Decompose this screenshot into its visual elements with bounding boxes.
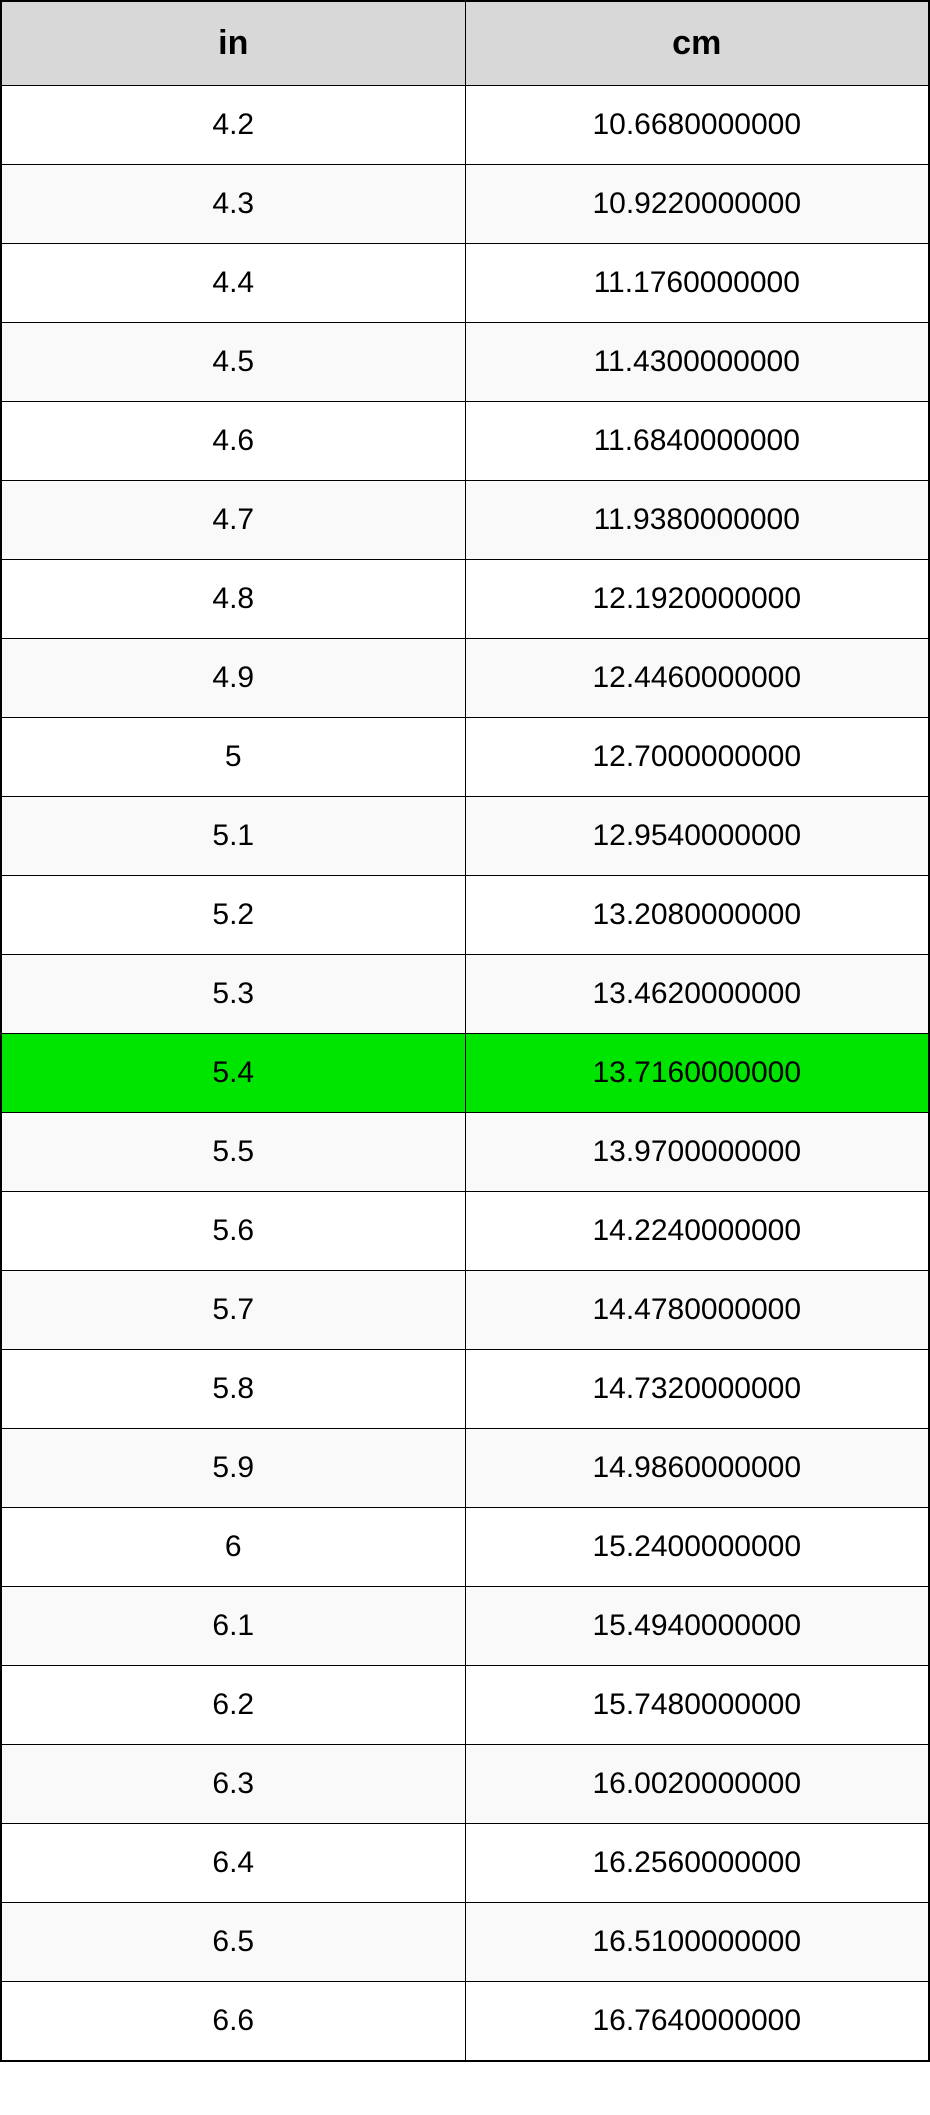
cell-in: 4.4 xyxy=(1,244,465,323)
table-row: 5.112.9540000000 xyxy=(1,797,929,876)
cell-in: 5.9 xyxy=(1,1429,465,1508)
cell-cm: 12.1920000000 xyxy=(465,560,929,639)
cell-cm: 12.4460000000 xyxy=(465,639,929,718)
table-row: 4.511.4300000000 xyxy=(1,323,929,402)
table-row: 5.814.7320000000 xyxy=(1,1350,929,1429)
cell-cm: 14.2240000000 xyxy=(465,1192,929,1271)
cell-cm: 15.2400000000 xyxy=(465,1508,929,1587)
cell-cm: 11.9380000000 xyxy=(465,481,929,560)
cell-in: 5.4 xyxy=(1,1034,465,1113)
cell-cm: 11.1760000000 xyxy=(465,244,929,323)
cell-cm: 11.6840000000 xyxy=(465,402,929,481)
cell-in: 5.6 xyxy=(1,1192,465,1271)
cell-cm: 15.7480000000 xyxy=(465,1666,929,1745)
table-row: 6.316.0020000000 xyxy=(1,1745,929,1824)
table-row: 6.416.2560000000 xyxy=(1,1824,929,1903)
cell-cm: 16.7640000000 xyxy=(465,1982,929,2062)
table-row: 5.614.2240000000 xyxy=(1,1192,929,1271)
cell-in: 5.2 xyxy=(1,876,465,955)
cell-cm: 13.7160000000 xyxy=(465,1034,929,1113)
cell-in: 6.4 xyxy=(1,1824,465,1903)
cell-in: 5.3 xyxy=(1,955,465,1034)
table-row: 6.616.7640000000 xyxy=(1,1982,929,2062)
cell-cm: 11.4300000000 xyxy=(465,323,929,402)
table-row: 5.313.4620000000 xyxy=(1,955,929,1034)
table-row: 4.611.6840000000 xyxy=(1,402,929,481)
table-row: 4.812.1920000000 xyxy=(1,560,929,639)
cell-in: 4.3 xyxy=(1,165,465,244)
cell-in: 6.3 xyxy=(1,1745,465,1824)
column-header-in: in xyxy=(1,1,465,86)
cell-cm: 13.4620000000 xyxy=(465,955,929,1034)
cell-in: 4.8 xyxy=(1,560,465,639)
cell-in: 6.6 xyxy=(1,1982,465,2062)
table-row: 4.912.4460000000 xyxy=(1,639,929,718)
table-row: 5.513.9700000000 xyxy=(1,1113,929,1192)
table-row: 5.413.7160000000 xyxy=(1,1034,929,1113)
cell-cm: 13.2080000000 xyxy=(465,876,929,955)
table-row: 615.2400000000 xyxy=(1,1508,929,1587)
table-row: 5.714.4780000000 xyxy=(1,1271,929,1350)
table-row: 4.210.6680000000 xyxy=(1,86,929,165)
cell-cm: 16.2560000000 xyxy=(465,1824,929,1903)
cell-cm: 16.5100000000 xyxy=(465,1903,929,1982)
table-row: 6.115.4940000000 xyxy=(1,1587,929,1666)
table-header-row: in cm xyxy=(1,1,929,86)
cell-in: 5.7 xyxy=(1,1271,465,1350)
cell-in: 6.2 xyxy=(1,1666,465,1745)
cell-cm: 14.4780000000 xyxy=(465,1271,929,1350)
cell-in: 5 xyxy=(1,718,465,797)
cell-cm: 15.4940000000 xyxy=(465,1587,929,1666)
column-header-cm: cm xyxy=(465,1,929,86)
cell-in: 5.1 xyxy=(1,797,465,876)
cell-in: 5.5 xyxy=(1,1113,465,1192)
cell-in: 5.8 xyxy=(1,1350,465,1429)
cell-in: 4.5 xyxy=(1,323,465,402)
cell-in: 6.5 xyxy=(1,1903,465,1982)
cell-in: 4.2 xyxy=(1,86,465,165)
cell-in: 4.9 xyxy=(1,639,465,718)
cell-cm: 12.9540000000 xyxy=(465,797,929,876)
table-row: 6.215.7480000000 xyxy=(1,1666,929,1745)
table-row: 4.711.9380000000 xyxy=(1,481,929,560)
cell-cm: 16.0020000000 xyxy=(465,1745,929,1824)
cell-in: 4.7 xyxy=(1,481,465,560)
table-row: 5.914.9860000000 xyxy=(1,1429,929,1508)
cell-in: 6.1 xyxy=(1,1587,465,1666)
cell-in: 6 xyxy=(1,1508,465,1587)
table-row: 4.310.9220000000 xyxy=(1,165,929,244)
cell-cm: 12.7000000000 xyxy=(465,718,929,797)
table-row: 512.7000000000 xyxy=(1,718,929,797)
cell-in: 4.6 xyxy=(1,402,465,481)
cell-cm: 13.9700000000 xyxy=(465,1113,929,1192)
cell-cm: 10.6680000000 xyxy=(465,86,929,165)
table-row: 4.411.1760000000 xyxy=(1,244,929,323)
cell-cm: 10.9220000000 xyxy=(465,165,929,244)
table-row: 5.213.2080000000 xyxy=(1,876,929,955)
conversion-table: in cm 4.210.66800000004.310.92200000004.… xyxy=(0,0,930,2062)
cell-cm: 14.7320000000 xyxy=(465,1350,929,1429)
table-row: 6.516.5100000000 xyxy=(1,1903,929,1982)
cell-cm: 14.9860000000 xyxy=(465,1429,929,1508)
table-header: in cm xyxy=(1,1,929,86)
table-body: 4.210.66800000004.310.92200000004.411.17… xyxy=(1,86,929,2062)
